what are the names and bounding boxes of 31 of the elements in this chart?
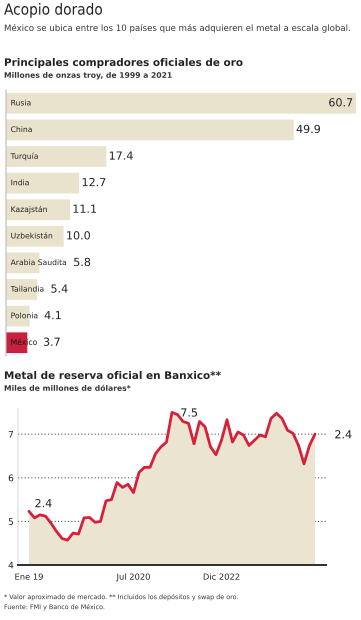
y-tick-label: 4 (8, 562, 14, 568)
x-tick-label: Jul 2020 (116, 573, 150, 582)
text: 2.4 (335, 430, 352, 438)
chart-title: Principales compradores oficiales de oro (4, 58, 243, 68)
data-label: 49.9 (296, 124, 320, 134)
x-tick-label: Ene 19 (15, 573, 43, 580)
bar (6, 172, 80, 194)
annotation: 7.5 (181, 408, 198, 417)
y-tick-label: 7 (8, 431, 14, 438)
bar (6, 146, 106, 167)
data-label: 11.1 (74, 204, 96, 213)
bar (6, 226, 64, 247)
y-tick-label: 6 (8, 474, 14, 482)
data-label: 60.7 (329, 98, 352, 107)
x-tick-label: Dic 2022 (204, 573, 240, 580)
chart-title: Metal de reserva oficial en Banxico** (4, 371, 221, 380)
text: Acopio dorado (4, 3, 102, 18)
bar (6, 120, 294, 140)
annotation: 2.4 (35, 498, 52, 508)
data-label: 12.7 (82, 178, 106, 186)
bar (6, 252, 40, 274)
bar (6, 199, 70, 220)
data-label: 5.8 (74, 258, 90, 266)
data-label: 10.0 (67, 231, 90, 240)
data-label: 5.4 (51, 284, 68, 293)
data-label: 17.4 (110, 151, 133, 160)
data-label: 3.7 (44, 338, 60, 346)
text: México se ubica entre los 10 países que más adquieren el metal a escala global. (4, 24, 350, 33)
data-label: 4.1 (44, 311, 61, 320)
bar (6, 92, 356, 114)
y-tick-label: 5 (8, 518, 14, 525)
